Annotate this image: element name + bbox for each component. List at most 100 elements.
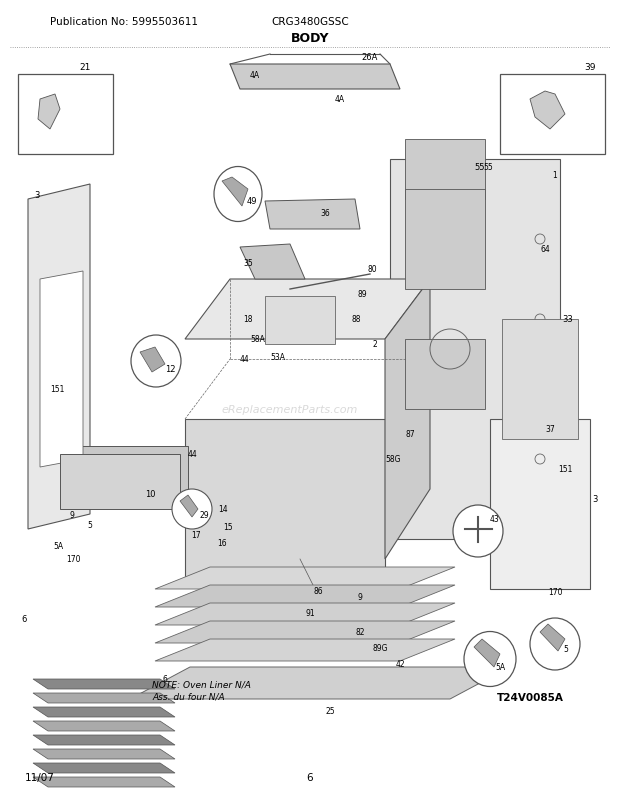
Text: 17: 17	[191, 530, 201, 539]
Ellipse shape	[131, 335, 181, 387]
Polygon shape	[540, 624, 565, 651]
Text: 53A: 53A	[270, 353, 285, 362]
Bar	[265, 297, 335, 345]
Bar	[60, 455, 180, 509]
Ellipse shape	[172, 489, 212, 529]
Text: 86: 86	[313, 587, 323, 596]
Bar	[502, 320, 578, 439]
Polygon shape	[222, 178, 248, 207]
Polygon shape	[230, 65, 400, 90]
Polygon shape	[40, 272, 83, 468]
Text: 6: 6	[21, 615, 27, 624]
Polygon shape	[33, 735, 175, 745]
Text: BODY: BODY	[291, 31, 329, 44]
Polygon shape	[240, 245, 305, 280]
Text: 5: 5	[87, 520, 92, 529]
Text: 58G: 58G	[385, 455, 401, 464]
Text: 64: 64	[540, 245, 550, 254]
Text: 18: 18	[243, 315, 253, 324]
Text: 16: 16	[217, 538, 227, 547]
Polygon shape	[385, 280, 430, 559]
Text: 37: 37	[545, 425, 555, 434]
Text: 35: 35	[243, 258, 253, 267]
Text: 55: 55	[475, 162, 485, 172]
Text: CRG3480GSSC: CRG3480GSSC	[271, 17, 349, 27]
Text: 11/07: 11/07	[25, 772, 55, 782]
Bar	[18, 75, 113, 155]
Bar	[405, 140, 485, 200]
Text: 87: 87	[405, 430, 415, 439]
Text: 36: 36	[320, 209, 330, 217]
Text: 151: 151	[558, 465, 572, 474]
Polygon shape	[38, 95, 60, 130]
Polygon shape	[155, 567, 455, 589]
Text: 170: 170	[547, 588, 562, 597]
Polygon shape	[33, 679, 175, 689]
Text: 25: 25	[325, 707, 335, 715]
Ellipse shape	[530, 618, 580, 670]
Polygon shape	[490, 419, 590, 589]
Ellipse shape	[453, 505, 503, 557]
Text: 33: 33	[562, 315, 574, 324]
Text: 151: 151	[50, 385, 64, 394]
Polygon shape	[180, 496, 198, 517]
Polygon shape	[28, 184, 90, 529]
Text: 89: 89	[357, 290, 367, 299]
Ellipse shape	[214, 168, 262, 222]
Text: 88: 88	[352, 315, 361, 324]
Text: 12: 12	[165, 365, 175, 374]
Text: Publication No: 5995503611: Publication No: 5995503611	[50, 17, 198, 27]
Polygon shape	[155, 585, 455, 607]
Bar	[500, 75, 605, 155]
Text: 15: 15	[223, 522, 233, 531]
Text: 44: 44	[188, 450, 198, 459]
Text: 89G: 89G	[372, 644, 388, 653]
Polygon shape	[33, 763, 175, 773]
Polygon shape	[474, 639, 500, 667]
Text: 91: 91	[305, 609, 315, 618]
Text: 49: 49	[247, 197, 257, 206]
Ellipse shape	[464, 632, 516, 687]
Text: 26A: 26A	[362, 52, 378, 62]
Polygon shape	[185, 280, 430, 339]
Text: 6: 6	[307, 772, 313, 782]
Text: T24V0085A: T24V0085A	[497, 692, 564, 702]
Text: 5A: 5A	[495, 662, 505, 671]
Text: 2: 2	[373, 340, 378, 349]
Text: 58A: 58A	[250, 335, 265, 344]
Text: 14: 14	[218, 505, 228, 514]
Polygon shape	[33, 693, 175, 703]
Polygon shape	[185, 419, 385, 579]
Text: Ass. du four N/A: Ass. du four N/A	[152, 691, 224, 701]
Text: 170: 170	[66, 555, 80, 564]
Polygon shape	[33, 777, 175, 787]
Polygon shape	[155, 622, 455, 643]
Text: 42: 42	[395, 660, 405, 669]
Text: 5: 5	[564, 645, 569, 654]
Text: 4A: 4A	[250, 71, 260, 79]
Text: 82: 82	[355, 628, 365, 637]
Text: 9: 9	[69, 510, 74, 519]
Text: 55: 55	[483, 162, 493, 172]
Polygon shape	[33, 749, 175, 759]
Text: 43: 43	[490, 515, 500, 524]
Polygon shape	[155, 603, 455, 626]
Polygon shape	[33, 721, 175, 731]
Polygon shape	[130, 667, 510, 699]
Text: NOTE: Oven Liner N/A: NOTE: Oven Liner N/A	[152, 679, 251, 689]
Text: 9: 9	[358, 593, 363, 602]
Polygon shape	[33, 707, 175, 717]
Polygon shape	[155, 639, 455, 661]
Text: 1: 1	[552, 170, 557, 180]
Text: 80: 80	[367, 265, 377, 274]
Text: eReplacementParts.com: eReplacementParts.com	[222, 404, 358, 415]
Text: 39: 39	[584, 63, 596, 72]
Polygon shape	[265, 200, 360, 229]
Text: 4A: 4A	[335, 95, 345, 104]
Text: 3: 3	[34, 190, 40, 199]
Bar	[405, 339, 485, 410]
Polygon shape	[530, 92, 565, 130]
Bar	[68, 447, 188, 501]
Text: 5A: 5A	[53, 542, 63, 551]
Text: 21: 21	[79, 63, 91, 72]
